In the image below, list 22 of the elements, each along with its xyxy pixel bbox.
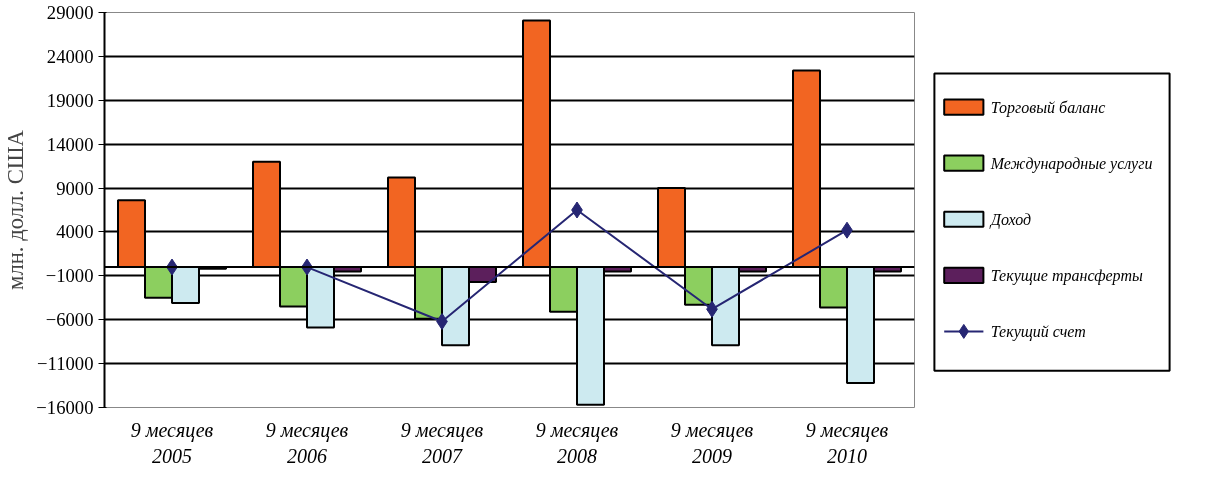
y-tick-label: 24000 [46, 45, 94, 67]
legend-label: Международные услуги [989, 154, 1153, 173]
y-tick-label: 19000 [46, 89, 94, 111]
x-tick-label: 9 месяцев 2008 [535, 418, 619, 467]
y-tick-label: −11000 [37, 353, 94, 375]
y-tick-label: 14000 [46, 133, 94, 155]
x-tick-label: 9 месяцев 2009 [670, 418, 754, 467]
legend-label: Доход [988, 210, 1032, 229]
y-tick-label: 9000 [56, 177, 94, 199]
y-tick-label: −16000 [36, 397, 94, 418]
x-tick-label: 9 месяцев 2007 [400, 418, 484, 467]
legend-label: Текущие трансферты [990, 266, 1143, 285]
y-tick-label: 29000 [46, 2, 94, 23]
x-tick-label: 9 месяцев 2006 [265, 418, 349, 467]
y-tick-label: −1000 [45, 265, 94, 287]
y-tick-label: −6000 [45, 309, 94, 331]
legend-label: Торговый баланс [990, 98, 1106, 117]
x-tick-label: 9 месяцев 2010 [805, 418, 889, 467]
x-tick-label: 9 месяцев 2005 [130, 418, 214, 467]
legend-label: Текущий счет [990, 322, 1086, 341]
y-axis-title: млн. долл. США [3, 129, 29, 290]
y-tick-label: 4000 [56, 221, 94, 243]
